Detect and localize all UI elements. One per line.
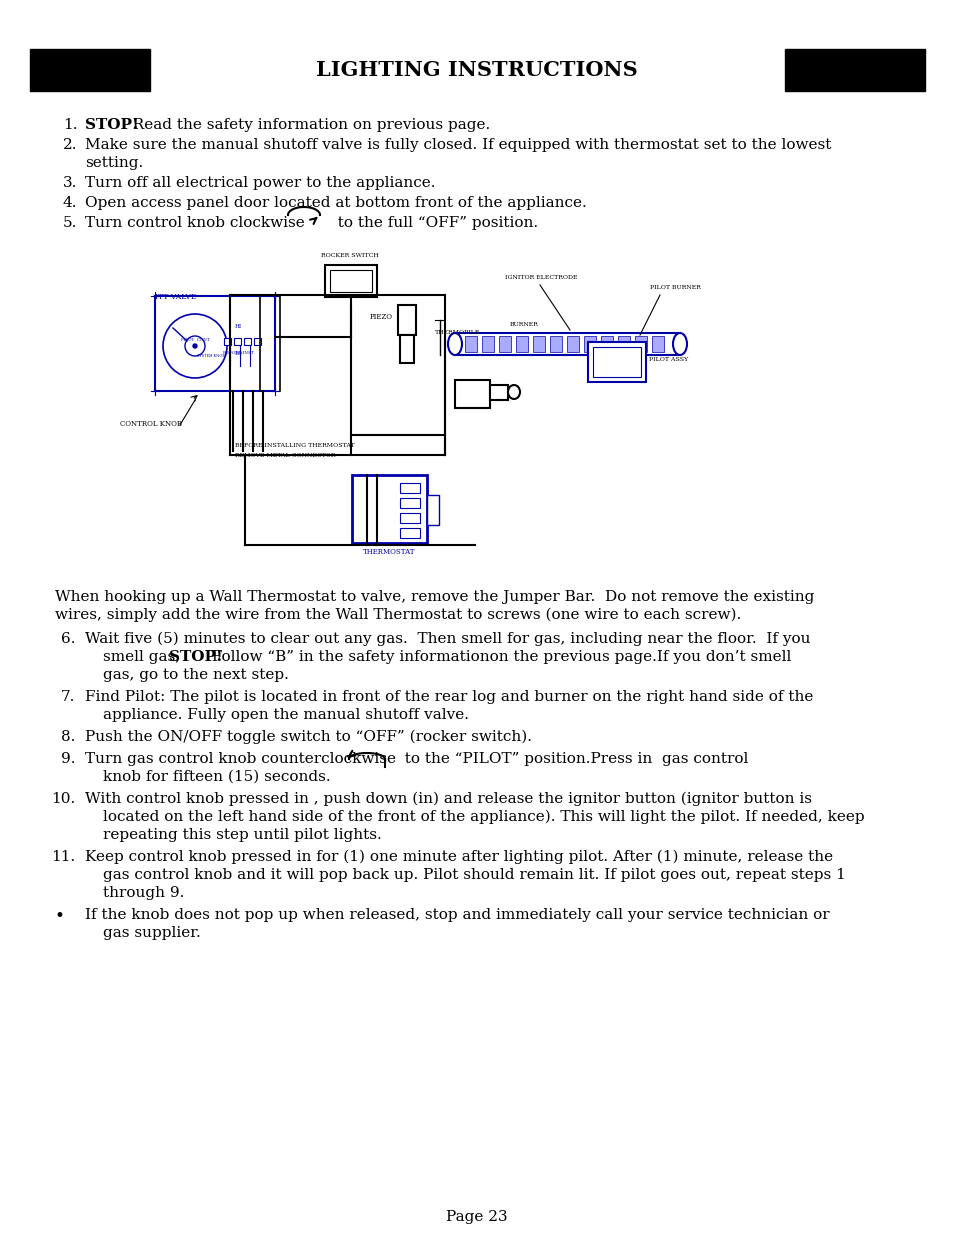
Text: 8.: 8. [61, 730, 75, 743]
Bar [583, 336, 596, 352]
Text: HI: HI [234, 324, 242, 329]
Text: Follow “B” in the safety informationon the previous page.If you don’t smell: Follow “B” in the safety informationon t… [207, 650, 791, 664]
Text: to the full “OFF” position.: to the full “OFF” position. [328, 216, 537, 230]
Text: ROCKER SWITCH: ROCKER SWITCH [321, 253, 378, 258]
Bar [427, 495, 438, 525]
Bar [399, 513, 419, 522]
Circle shape [193, 345, 196, 348]
Text: gas, go to the next step.: gas, go to the next step. [103, 668, 289, 682]
Text: gas control knob and it will pop back up. Pilot should remain lit. If pilot goes: gas control knob and it will pop back up… [103, 868, 845, 882]
Text: Turn gas control knob counterclockwise: Turn gas control knob counterclockwise [85, 752, 395, 766]
Text: STOP!: STOP! [85, 119, 138, 132]
Text: 10.: 10. [51, 792, 75, 806]
Text: IGNITOR ELECTRODE: IGNITOR ELECTRODE [504, 275, 577, 280]
Text: smell gas,: smell gas, [103, 650, 185, 664]
Bar [600, 336, 613, 352]
Bar [618, 336, 629, 352]
Bar [533, 336, 544, 352]
Text: Push the ON/OFF toggle switch to “OFF” (rocker switch).: Push the ON/OFF toggle switch to “OFF” (… [85, 730, 532, 745]
Text: Turn control knob clockwise: Turn control knob clockwise [85, 216, 304, 230]
Text: located on the left hand side of the front of the appliance). This will light th: located on the left hand side of the fro… [103, 810, 863, 825]
Text: BEFORE INSTALLING THERMOSTAT: BEFORE INSTALLING THERMOSTAT [234, 443, 355, 448]
Text: PILOT  CONT: PILOT CONT [181, 338, 210, 342]
Bar [464, 336, 476, 352]
Text: LIGHTING INSTRUCTIONS: LIGHTING INSTRUCTIONS [315, 61, 638, 80]
Bar [352, 475, 427, 543]
Text: •: • [55, 908, 65, 925]
Text: Find Pilot: The pilot is located in front of the rear log and burner on the righ: Find Pilot: The pilot is located in fron… [85, 690, 813, 704]
Text: PILOT ASSY: PILOT ASSY [648, 357, 687, 362]
Ellipse shape [507, 385, 519, 399]
Text: through 9.: through 9. [103, 885, 184, 900]
Text: Keep control knob pressed in for (1) one minute after lighting pilot. After (1) : Keep control knob pressed in for (1) one… [85, 850, 832, 864]
Text: BEFORE INST: BEFORE INST [223, 351, 253, 354]
Bar [253, 338, 261, 345]
Text: ITT VALVE: ITT VALVE [154, 293, 196, 301]
Bar [154, 296, 274, 391]
Text: THERMOPILE: THERMOPILE [435, 330, 480, 335]
Text: Turn off all electrical power to the appliance.: Turn off all electrical power to the app… [85, 177, 435, 190]
Text: REMOVE METAL CONNECTOR: REMOVE METAL CONNECTOR [234, 453, 335, 458]
Bar [399, 529, 419, 538]
Text: STOP!: STOP! [169, 650, 222, 664]
Text: BURNER: BURNER [510, 322, 538, 327]
Bar [498, 336, 511, 352]
Text: 11.: 11. [51, 850, 75, 864]
Text: gas supplier.: gas supplier. [103, 926, 200, 940]
Text: With control knob pressed in , push down (in) and release the ignitor button (ig: With control knob pressed in , push down… [85, 792, 811, 806]
Text: 9.: 9. [61, 752, 75, 766]
Bar [550, 336, 561, 352]
Ellipse shape [448, 333, 461, 354]
Bar [481, 336, 494, 352]
Text: Wait five (5) minutes to clear out any gas.  Then smell for gas, including near : Wait five (5) minutes to clear out any g… [85, 632, 810, 646]
Bar [224, 338, 231, 345]
Text: to the “PILOT” position.Press in  gas control: to the “PILOT” position.Press in gas con… [395, 752, 747, 766]
Text: appliance. Fully open the manual shutoff valve.: appliance. Fully open the manual shutoff… [103, 708, 469, 722]
Text: wires, simply add the wire from the Wall Thermostat to screws (one wire to each : wires, simply add the wire from the Wall… [55, 608, 740, 622]
Bar [399, 335, 414, 363]
Text: Open access panel door located at bottom front of the appliance.: Open access panel door located at bottom… [85, 196, 586, 210]
Text: 5.: 5. [63, 216, 77, 230]
Text: 6.: 6. [61, 632, 75, 646]
Bar [397, 305, 416, 335]
Bar [399, 498, 419, 508]
Bar [784, 49, 924, 91]
Text: CONTROL KNOB: CONTROL KNOB [120, 420, 182, 429]
Bar [516, 336, 527, 352]
Bar [325, 266, 376, 296]
Text: If the knob does not pop up when released, stop and immediately call your servic: If the knob does not pop up when release… [85, 908, 829, 923]
Bar [399, 483, 419, 493]
Text: Read the safety information on previous page.: Read the safety information on previous … [123, 119, 490, 132]
Bar [587, 342, 645, 382]
Text: PIEZO: PIEZO [370, 312, 393, 321]
Text: Make sure the manual shutoff valve is fully closed. If equipped with thermostat : Make sure the manual shutoff valve is fu… [85, 138, 830, 152]
Text: 7.: 7. [61, 690, 75, 704]
Bar [30, 49, 150, 91]
Bar [635, 336, 646, 352]
Text: Page 23: Page 23 [446, 1210, 507, 1224]
Bar [233, 338, 241, 345]
Bar [566, 336, 578, 352]
Bar [455, 333, 679, 354]
Text: When hooking up a Wall Thermostat to valve, remove the Jumper Bar.  Do not remov: When hooking up a Wall Thermostat to val… [55, 590, 814, 604]
Text: 4.: 4. [63, 196, 77, 210]
Bar [593, 347, 640, 377]
Text: setting.: setting. [85, 156, 143, 170]
Text: knob for fifteen (15) seconds.: knob for fifteen (15) seconds. [103, 769, 331, 784]
Bar [455, 380, 490, 408]
Text: THERMOSTAT: THERMOSTAT [362, 548, 415, 556]
Text: SYSTEM KNOB: SYSTEM KNOB [196, 354, 225, 358]
Text: 2.: 2. [63, 138, 77, 152]
Text: PILOT BURNER: PILOT BURNER [649, 285, 700, 290]
Ellipse shape [672, 333, 686, 354]
Bar [330, 270, 372, 291]
Bar [651, 336, 663, 352]
Text: LO: LO [234, 351, 243, 356]
Text: 3.: 3. [63, 177, 77, 190]
Bar [490, 385, 507, 400]
Text: repeating this step until pilot lights.: repeating this step until pilot lights. [103, 827, 381, 842]
Bar [244, 338, 251, 345]
Text: 1.: 1. [63, 119, 77, 132]
